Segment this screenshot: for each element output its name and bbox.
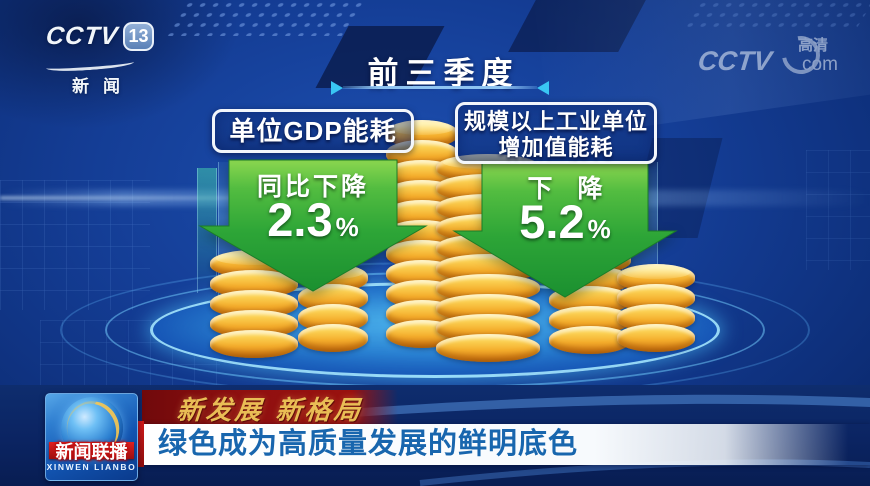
topic-tag-text: 新发展 新格局 xyxy=(175,396,365,426)
grid-pattern xyxy=(0,180,150,310)
metric2-percent-sign: % xyxy=(587,214,611,244)
coin-stack xyxy=(617,264,695,352)
metric1-number: 2.3 xyxy=(267,193,333,246)
period-underline xyxy=(343,86,537,89)
headline-red-cap xyxy=(137,421,144,467)
channel-bug: CCTV 13 新闻 xyxy=(44,22,186,96)
metric2-label-line1: 规模以上工业单位 xyxy=(463,109,648,134)
lower-third-band: 新发展 新格局 绿色成为高质量发展的鲜明底色 新闻联播 XINWEN LIANB… xyxy=(0,385,870,486)
program-name: 新闻联播 xyxy=(55,442,128,462)
program-logo: 新闻联播 XINWEN LIANBO xyxy=(45,393,138,481)
watermark-domain: com xyxy=(802,54,838,75)
program-name-latin: XINWEN LIANBO xyxy=(46,462,137,472)
headline-text: 绿色成为高质量发展的鲜明底色 xyxy=(158,428,579,460)
period-line-right-arrow-icon xyxy=(537,81,549,95)
dot-pattern xyxy=(163,0,372,36)
metric2-label-line2: 增加值能耗 xyxy=(498,135,614,160)
grid-pattern xyxy=(806,150,870,270)
gold-coin xyxy=(617,324,695,352)
channel-name: 新闻 xyxy=(72,77,134,96)
gold-coin xyxy=(436,334,540,362)
channel-number-badge: 13 xyxy=(123,22,155,51)
period-title: 前三季度 xyxy=(367,56,520,91)
coin-stack xyxy=(210,250,298,358)
period-line-left-arrow-icon xyxy=(331,81,343,95)
topic-tag-band: 新发展 新格局 xyxy=(142,390,398,427)
light-streak xyxy=(0,196,366,200)
channel-bug-brand: CCTV xyxy=(44,22,120,50)
metric1-label-box: 单位GDP能耗 xyxy=(212,109,414,153)
gold-coin xyxy=(298,324,368,352)
hd-watermark: CCTV 高清 com xyxy=(696,28,866,82)
channel-bug-swoosh xyxy=(45,56,135,74)
headline-banner: 绿色成为高质量发展的鲜明底色 xyxy=(144,424,870,465)
coin-stack xyxy=(298,264,368,352)
watermark-hd-label: 高清 xyxy=(798,37,829,54)
metric2-value: 5.2 % xyxy=(481,198,649,254)
metric1-value: 2.3 % xyxy=(229,196,397,250)
metric2-label-box: 规模以上工业单位 增加值能耗 xyxy=(455,102,657,164)
metric1-label: 单位GDP能耗 xyxy=(229,116,397,146)
gold-coin xyxy=(210,330,298,358)
metric2-number: 5.2 xyxy=(519,195,585,248)
metric1-percent-sign: % xyxy=(335,212,359,242)
program-logo-ribbon xyxy=(49,442,134,459)
watermark-brand: CCTV xyxy=(696,46,774,76)
